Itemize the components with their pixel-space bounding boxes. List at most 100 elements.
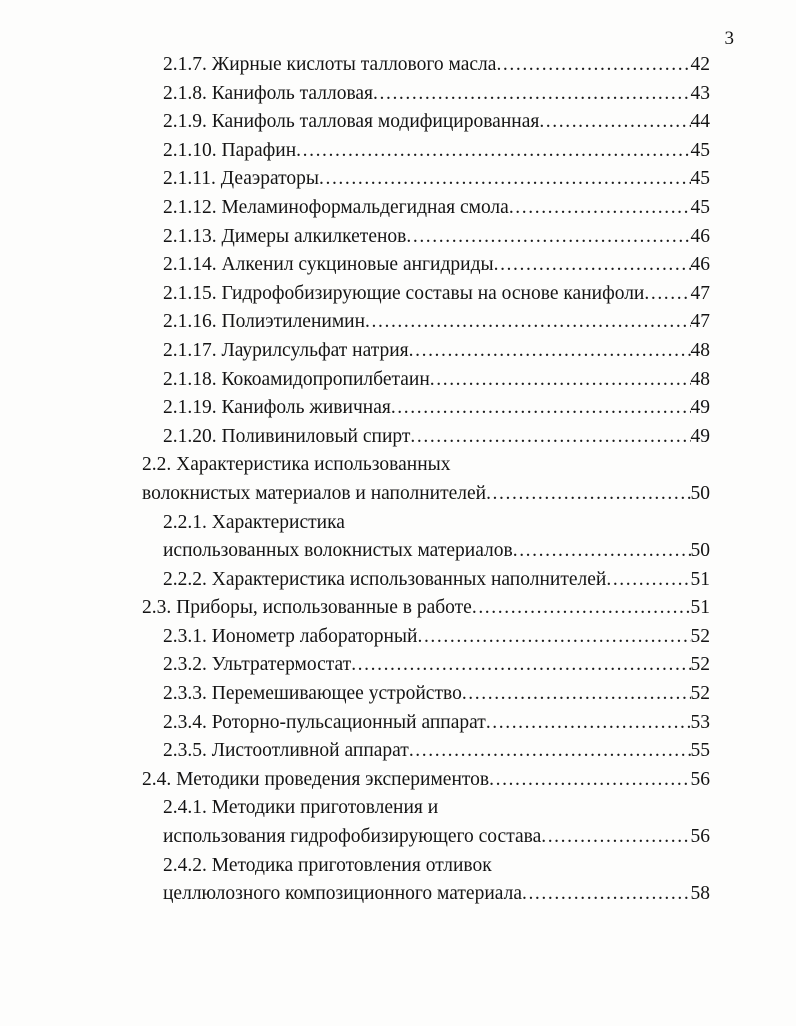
- toc-entry-page: 42: [690, 54, 711, 75]
- toc-dot-leader: ........................................…: [406, 225, 690, 247]
- toc-dot-leader: ........................................…: [489, 768, 690, 790]
- toc-entry: 2.1.19. Канифоль живичная ..............…: [142, 394, 710, 423]
- toc-entry-page: 46: [690, 225, 711, 247]
- toc-dot-leader: ........................................…: [644, 282, 690, 304]
- toc-entry: 2.3.2. Ультратермостат .................…: [142, 651, 710, 680]
- toc-entry-page: 53: [690, 711, 711, 733]
- toc-entry-text: 2.2. Характеристика использованных: [142, 454, 451, 476]
- toc-entry-page: 55: [690, 740, 711, 762]
- toc-entry-page: 49: [690, 425, 711, 447]
- table-of-contents: 2.1.7. Жирные кислоты таллового масла ..…: [142, 51, 710, 909]
- toc-entry-text: 2.1.7. Жирные кислоты таллового масла: [163, 54, 497, 75]
- toc-entry-page: 45: [690, 139, 711, 161]
- toc-entry-text: 2.2.2. Характеристика использованных нап…: [163, 568, 607, 590]
- toc-entry-page: 45: [690, 196, 711, 218]
- toc-entry-page: 56: [690, 768, 711, 790]
- toc-entry-page: 43: [690, 82, 711, 104]
- toc-entry-text: 2.1.16. Полиэтиленимин: [163, 311, 366, 333]
- toc-entry-page: 48: [690, 368, 711, 390]
- toc-entry: 2.1.18. Кокоамидопропилбетаин ..........…: [142, 366, 710, 395]
- toc-entry-text: 2.3.1. Ионометр лабораторный: [163, 625, 418, 647]
- toc-entry-page: 44: [690, 111, 711, 133]
- toc-entry-text: 2.4.1. Методики приготовления и: [163, 797, 439, 819]
- toc-entry: 2.1.17. Лаурилсульфат натрия ...........…: [142, 337, 710, 366]
- toc-entry-text: 2.3.2. Ультратермостат: [163, 654, 352, 676]
- toc-entry-text: использования гидрофобизирующего состава: [163, 826, 542, 848]
- toc-entry: 2.3.1. Ионометр лабораторный ...........…: [142, 623, 710, 652]
- toc-entry-text: 2.1.12. Меламиноформальдегидная смола: [163, 196, 509, 218]
- toc-dot-leader: ........................................…: [485, 711, 691, 733]
- toc-entry: 2.2.1. Характеристика: [142, 509, 710, 538]
- toc-entry-text: 2.3. Приборы, использованные в работе: [142, 597, 472, 619]
- toc-entry: 2.1.13. Димеры алкилкетенов ............…: [142, 223, 710, 252]
- toc-dot-leader: ........................................…: [319, 168, 691, 190]
- toc-entry-text: использованных волокнистых материалов: [163, 540, 513, 562]
- toc-dot-leader: ........................................…: [429, 368, 691, 390]
- toc-entry-text: 2.1.9. Канифоль талловая модифицированна…: [163, 111, 540, 133]
- toc-entry: 2.1.9. Канифоль талловая модифицированна…: [142, 108, 710, 137]
- toc-dot-leader: ........................................…: [471, 597, 691, 619]
- toc-entry: 2.1.16. Полиэтиленимин .................…: [142, 308, 710, 337]
- toc-entry-page: 52: [690, 654, 711, 676]
- toc-entry-text: 2.1.14. Алкенил сукциновые ангидриды: [163, 254, 494, 276]
- toc-entry-page: 58: [690, 883, 711, 905]
- toc-entry: 2.3.5. Листоотливной аппарат ...........…: [142, 737, 710, 766]
- toc-entry-text: 2.1.13. Димеры алкилкетенов: [163, 225, 407, 247]
- toc-entry-text: 2.3.3. Перемешивающее устройство: [163, 683, 462, 705]
- toc-entry: 2.3.3. Перемешивающее устройство .......…: [142, 680, 710, 709]
- toc-dot-leader: ........................................…: [390, 397, 691, 419]
- toc-dot-leader: ........................................…: [408, 339, 691, 361]
- toc-entry-text: 2.1.18. Кокоамидопропилбетаин: [163, 368, 430, 390]
- toc-dot-leader: ........................................…: [373, 82, 691, 104]
- toc-entry-page: 52: [690, 625, 711, 647]
- toc-dot-leader: ........................................…: [408, 740, 691, 762]
- toc-entry: 2.1.7. Жирные кислоты таллового масла ..…: [142, 51, 710, 80]
- toc-entry: 2.4. Методики проведения экспериментов .…: [142, 766, 710, 795]
- toc-entry-page: 48: [690, 339, 711, 361]
- toc-dot-leader: ........................................…: [508, 196, 691, 218]
- toc-entry: 2.1.14. Алкенил сукциновые ангидриды ...…: [142, 251, 710, 280]
- toc-entry: 2.1.8. Канифоль талловая ...............…: [142, 80, 710, 109]
- toc-entry: 2.3. Приборы, использованные в работе ..…: [142, 594, 710, 623]
- toc-entry-page: 50: [690, 540, 711, 562]
- toc-entry: 2.2.2. Характеристика использованных нап…: [142, 566, 710, 595]
- toc-entry: 2.1.15. Гидрофобизирующие составы на осн…: [142, 280, 710, 309]
- toc-entry: 2.1.10. Парафин ........................…: [142, 137, 710, 166]
- page-number: 3: [724, 28, 735, 49]
- toc-entry: 2.1.20. Поливиниловый спирт ............…: [142, 423, 710, 452]
- toc-entry-text: целлюлозного композиционного материала: [163, 883, 522, 905]
- toc-dot-leader: ........................................…: [365, 311, 690, 333]
- toc-entry-text: 2.1.15. Гидрофобизирующие составы на осн…: [163, 282, 645, 304]
- toc-entry-page: 50: [690, 482, 711, 504]
- toc-dot-leader: ........................................…: [486, 482, 690, 504]
- toc-entry-text: 2.1.11. Деаэраторы: [163, 168, 319, 190]
- toc-entry-page: 52: [690, 683, 711, 705]
- toc-entry-page: 51: [690, 568, 711, 590]
- toc-dot-leader: ........................................…: [521, 883, 691, 905]
- toc-dot-leader: ........................................…: [351, 654, 690, 676]
- toc-entry-page: 46: [690, 254, 711, 276]
- toc-dot-leader: ........................................…: [493, 254, 691, 276]
- toc-entry: целлюлозного композиционного материала .…: [142, 880, 710, 909]
- toc-dot-leader: ........................................…: [539, 111, 691, 133]
- toc-entry-page: 47: [690, 311, 711, 333]
- toc-entry-page: 49: [690, 397, 711, 419]
- toc-entry-text: 2.3.5. Листоотливной аппарат: [163, 740, 409, 762]
- toc-dot-leader: ........................................…: [606, 568, 691, 590]
- toc-entry: 2.4.1. Методики приготовления и: [142, 794, 710, 823]
- toc-dot-leader: ........................................…: [541, 826, 691, 848]
- toc-entry-page: 47: [690, 282, 711, 304]
- toc-entry: использования гидрофобизирующего состава…: [142, 823, 710, 852]
- toc-dot-leader: ........................................…: [410, 425, 690, 447]
- toc-entry-text: 2.4.2. Методика приготовления отливок: [163, 854, 492, 876]
- toc-entry: использованных волокнистых материалов ..…: [142, 537, 710, 566]
- toc-dot-leader: ........................................…: [461, 683, 691, 705]
- toc-entry: 2.1.11. Деаэраторы .....................…: [142, 165, 710, 194]
- toc-entry-page: 45: [690, 168, 711, 190]
- toc-dot-leader: ........................................…: [496, 54, 691, 75]
- toc-entry: 2.4.2. Методика приготовления отливок: [142, 852, 710, 881]
- toc-entry: 2.2. Характеристика использованных: [142, 451, 710, 480]
- toc-entry: волокнистых материалов и наполнителей ..…: [142, 480, 710, 509]
- toc-entry-text: 2.2.1. Характеристика: [163, 511, 345, 533]
- toc-entry-page: 51: [690, 597, 711, 619]
